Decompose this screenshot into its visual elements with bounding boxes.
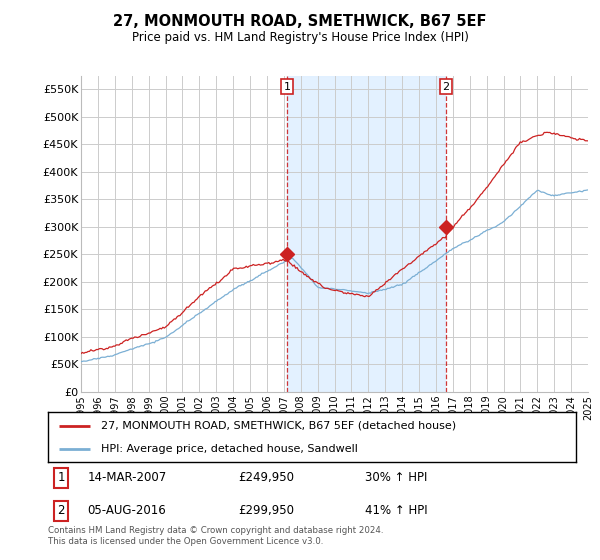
Text: £249,950: £249,950 (238, 471, 294, 484)
Text: 30% ↑ HPI: 30% ↑ HPI (365, 471, 427, 484)
Text: 27, MONMOUTH ROAD, SMETHWICK, B67 5EF (detached house): 27, MONMOUTH ROAD, SMETHWICK, B67 5EF (d… (101, 421, 456, 431)
Text: 41% ↑ HPI: 41% ↑ HPI (365, 504, 427, 517)
Text: £299,950: £299,950 (238, 504, 294, 517)
Text: 2: 2 (442, 82, 449, 92)
Text: 1: 1 (284, 82, 290, 92)
Text: 1: 1 (58, 471, 65, 484)
Text: Contains HM Land Registry data © Crown copyright and database right 2024.
This d: Contains HM Land Registry data © Crown c… (48, 526, 383, 546)
Text: Price paid vs. HM Land Registry's House Price Index (HPI): Price paid vs. HM Land Registry's House … (131, 31, 469, 44)
Text: 05-AUG-2016: 05-AUG-2016 (88, 504, 166, 517)
Text: 14-MAR-2007: 14-MAR-2007 (88, 471, 167, 484)
Text: 2: 2 (58, 504, 65, 517)
Text: HPI: Average price, detached house, Sandwell: HPI: Average price, detached house, Sand… (101, 445, 358, 454)
Text: 27, MONMOUTH ROAD, SMETHWICK, B67 5EF: 27, MONMOUTH ROAD, SMETHWICK, B67 5EF (113, 14, 487, 29)
